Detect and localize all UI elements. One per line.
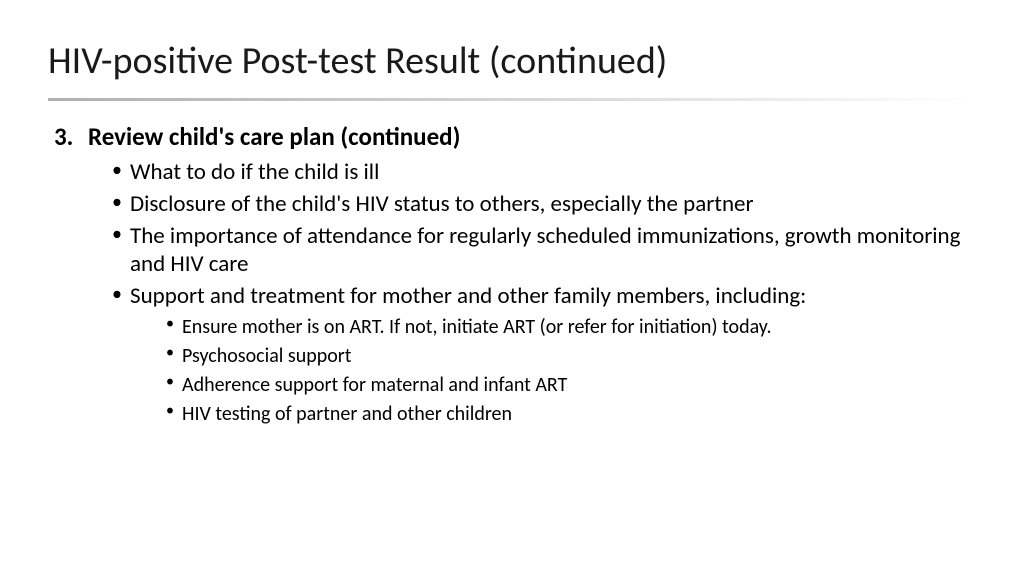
list-item: Ensure mother is on ART. If not, initiat… [166,314,976,340]
numbered-heading: 3. Review child's care plan (continued) [54,121,976,152]
list-item-text: Support and treatment for mother and oth… [130,282,806,310]
bullet-list-level2: Ensure mother is on ART. If not, initiat… [130,314,976,427]
slide-content: 3. Review child's care plan (continued) … [48,121,976,427]
title-divider [48,98,976,101]
list-item: Psychosocial support [166,343,976,369]
list-item: The importance of attendance for regular… [112,222,976,278]
heading-number: 3. [54,121,88,152]
bullet-list-level1: What to do if the child is ill Disclosur… [54,158,976,427]
slide-title: HIV-positive Post-test Result (continued… [48,38,976,84]
list-item: HIV testing of partner and other childre… [166,401,976,427]
heading-text: Review child's care plan (continued) [88,121,460,152]
slide: HIV-positive Post-test Result (continued… [0,0,1024,427]
list-item: Disclosure of the child's HIV status to … [112,190,976,218]
list-item: Support and treatment for mother and oth… [112,282,976,427]
list-item: What to do if the child is ill [112,158,976,186]
list-item: Adherence support for maternal and infan… [166,372,976,398]
